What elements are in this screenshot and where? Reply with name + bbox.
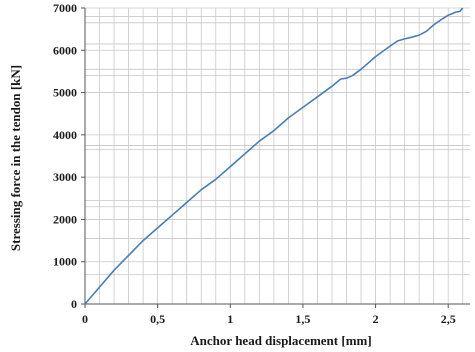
y-tick-label: 0 (71, 297, 77, 311)
x-axis-label: Anchor head displacement [mm] (190, 333, 371, 348)
y-tick-label: 1000 (53, 255, 77, 269)
y-tick-label: 7000 (53, 1, 77, 15)
x-tick-label: 1 (227, 312, 233, 326)
x-tick-label: 1,5 (295, 312, 310, 326)
axes (81, 8, 470, 308)
y-tick-label: 2000 (53, 212, 77, 226)
y-axis-ticks: 0 1000 2000 3000 4000 5000 6000 7000 (53, 1, 85, 311)
y-tick-label: 6000 (53, 43, 77, 57)
grid (84, 7, 470, 305)
y-tick-label: 4000 (53, 128, 77, 142)
y-tick-label: 5000 (53, 86, 77, 100)
x-tick-label: 2 (373, 312, 379, 326)
series-line (84, 7, 464, 305)
series-group (84, 7, 464, 305)
x-tick-label: 0,5 (150, 312, 165, 326)
x-axis-ticks: 0 0,5 1 1,5 2 2,5 (82, 304, 456, 326)
x-tick-label: 0 (82, 312, 88, 326)
x-tick-label: 2,5 (441, 312, 456, 326)
y-axis-label: Stressing force in the tendon [kN] (8, 65, 23, 251)
y-tick-label: 3000 (53, 170, 77, 184)
